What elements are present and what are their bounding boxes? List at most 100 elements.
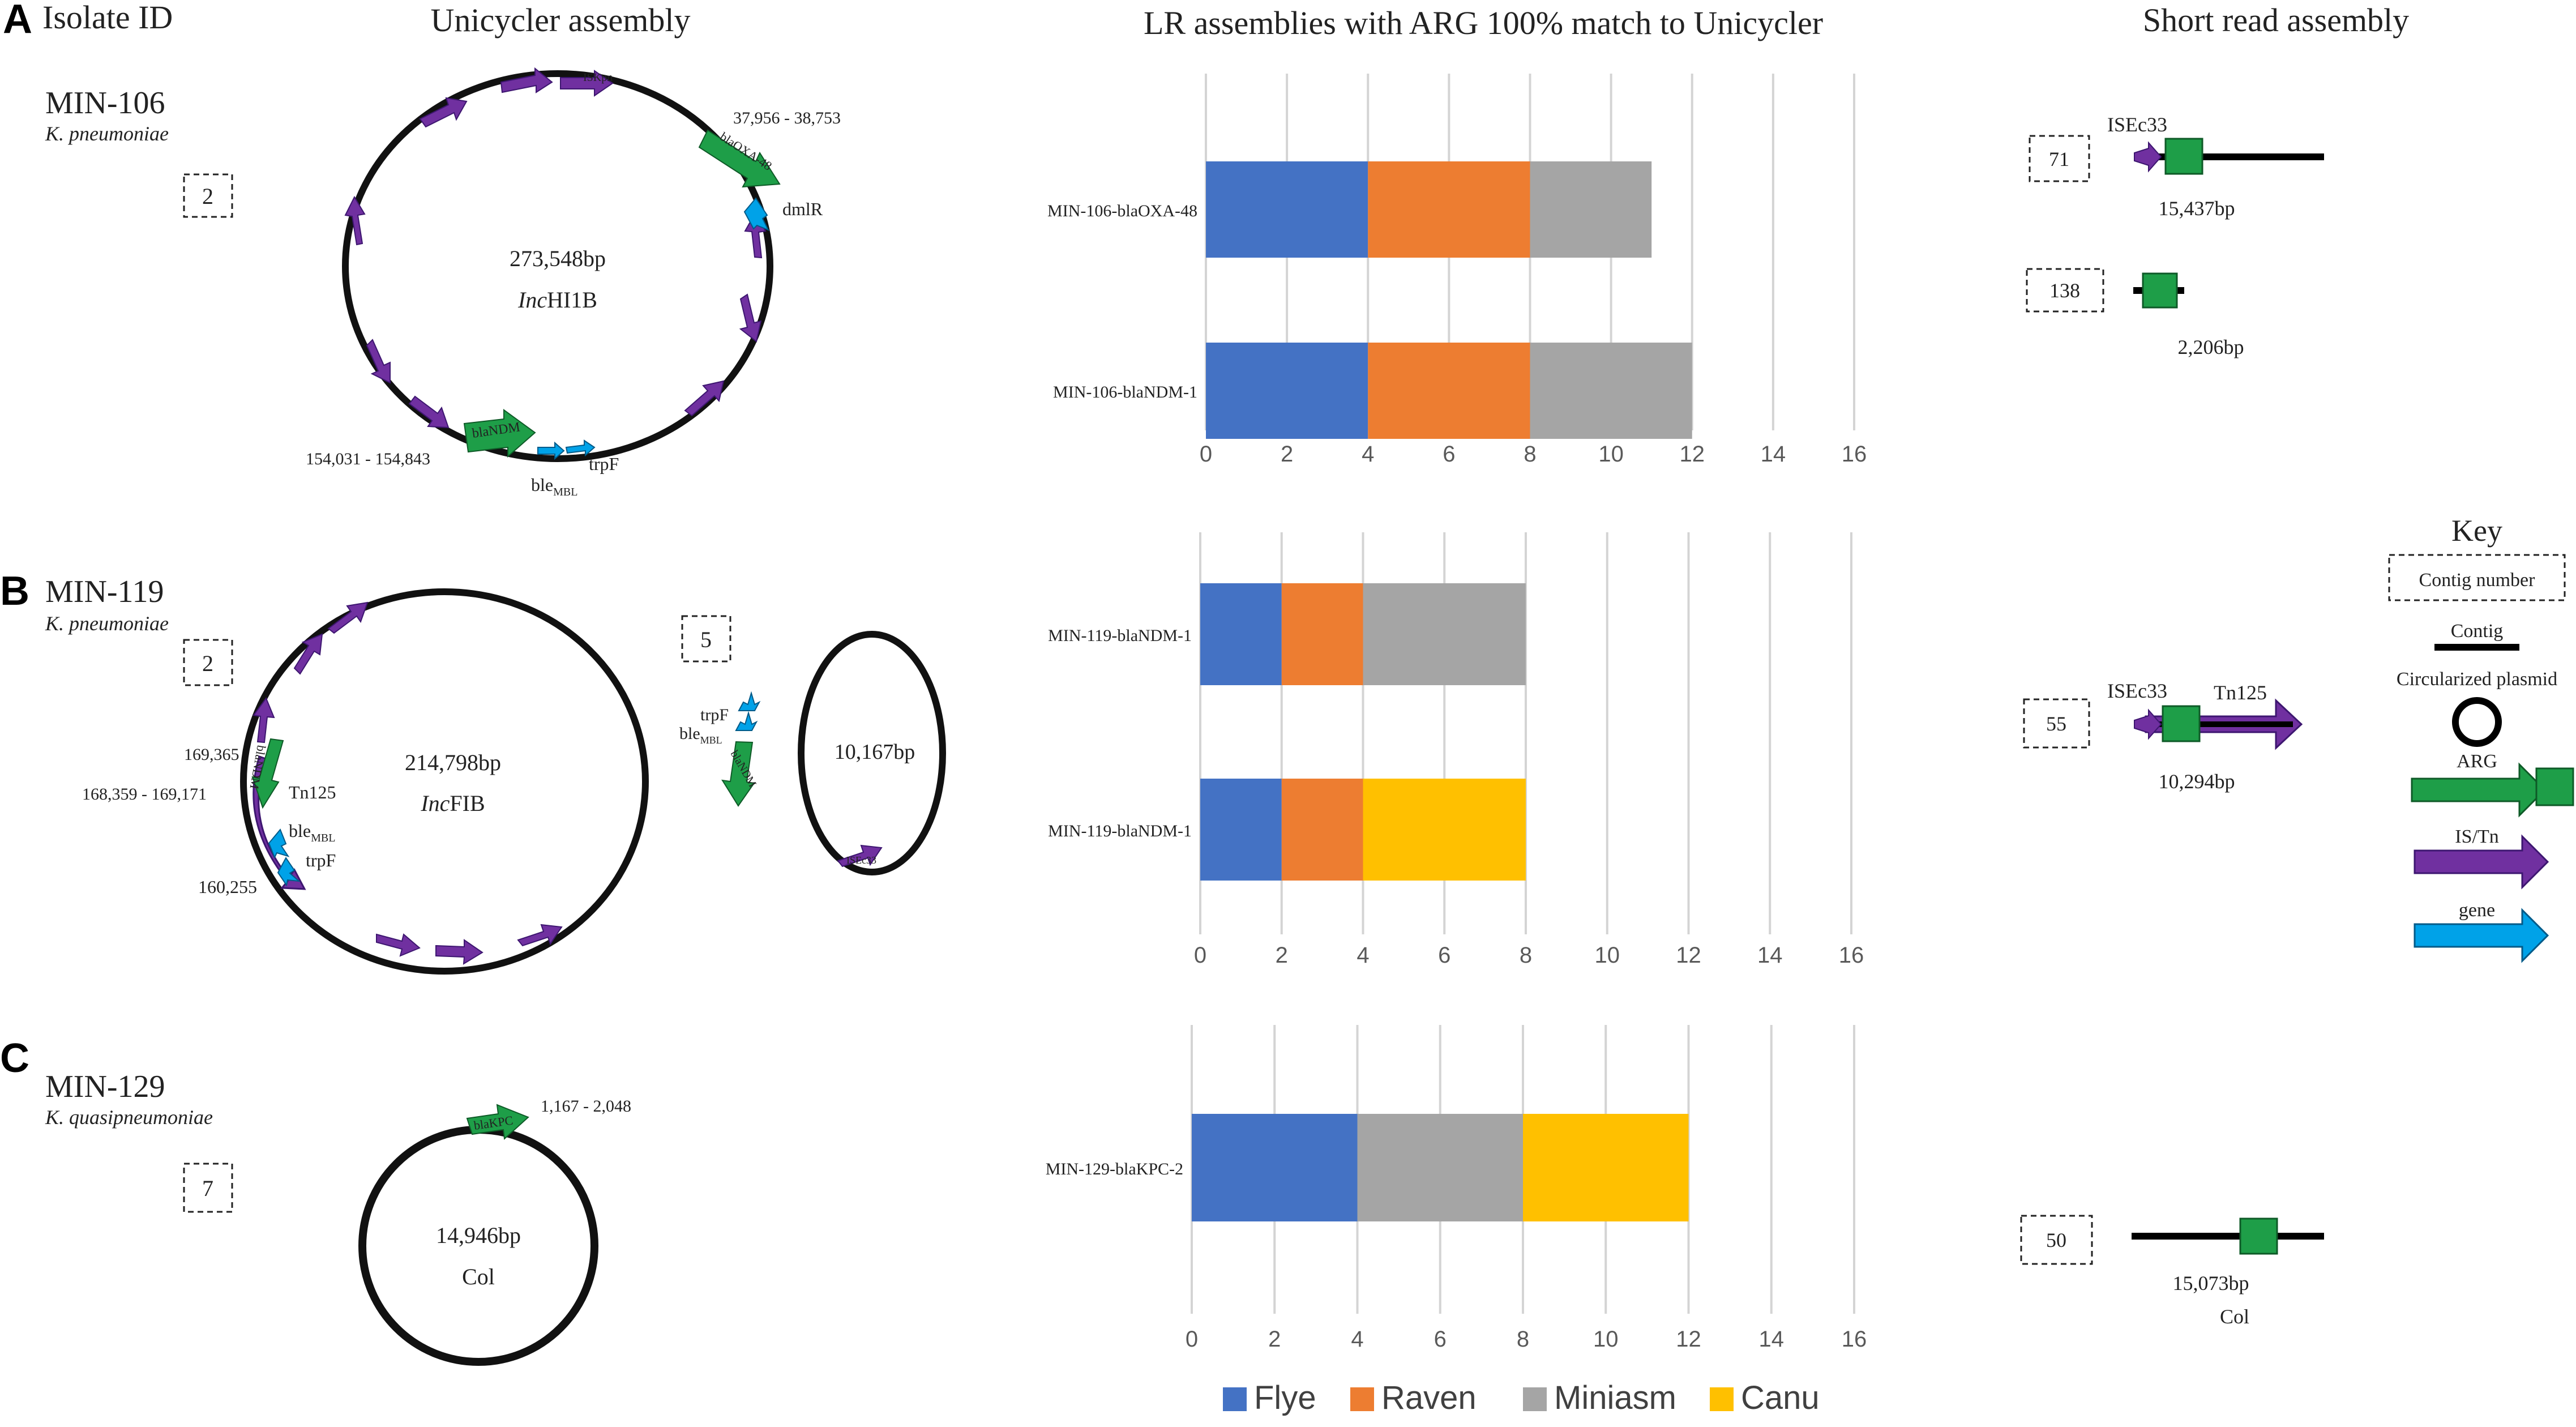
contig-number-a-71: 71 <box>2049 148 2069 170</box>
contig-box-c <box>183 1163 233 1213</box>
key-circle-icon <box>2452 697 2502 747</box>
coords-top-a: 37,956 - 38,753 <box>733 109 841 127</box>
x-tick-label: 2 <box>1268 1327 1281 1352</box>
coords-c1-b: 169,365 <box>184 745 239 764</box>
contig-number-c-50: 50 <box>2046 1229 2066 1251</box>
is-arrow-isec33-a <box>2134 141 2162 173</box>
arg-arrow-oxa48-a <box>698 129 781 188</box>
key-gene-label: gene <box>2459 900 2495 921</box>
key-gene-arrow <box>2414 908 2549 963</box>
key-title: Key <box>2451 514 2502 548</box>
header-lr-assemblies: LR assemblies with ARG 100% match to Uni… <box>1144 5 1823 41</box>
bar-raven <box>1368 343 1530 439</box>
is-arrow <box>408 395 450 429</box>
contig-number-c: 7 <box>202 1176 213 1201</box>
gene-arrow-dmlr-a <box>743 197 770 231</box>
y-category-label: MIN-106-blaOXA-48 <box>1047 202 1197 220</box>
x-tick-label: 12 <box>1676 943 1701 968</box>
is-label-b-small: ISEc33 <box>846 855 876 866</box>
y-category-label: MIN-119-blaNDM-1 <box>1048 822 1192 840</box>
contig-box-a-138 <box>2026 268 2104 313</box>
x-tick-label: 16 <box>1842 442 1867 467</box>
gene-arrow-trpf-b <box>277 857 301 887</box>
bar-raven <box>1281 583 1363 685</box>
key-contig-label: Contig <box>2451 621 2504 642</box>
x-tick-label: 16 <box>1842 1327 1867 1352</box>
x-tick-label: 6 <box>1438 943 1450 968</box>
is-label-isec33-b: ISEc33 <box>2107 680 2167 702</box>
tn-label-b: Tn125 <box>289 782 336 802</box>
contig-inc-c-50: Col <box>2220 1305 2249 1328</box>
arg-arrow-kpc-c <box>466 1104 529 1140</box>
gene-arrow-ble-b <box>268 828 290 859</box>
bar-flye <box>1192 1114 1358 1221</box>
contig-box-c-50 <box>2020 1215 2093 1265</box>
contig-number-b: 2 <box>202 651 213 676</box>
legend-swatch-miniasm <box>1523 1387 1547 1411</box>
is-arrow <box>419 97 468 128</box>
coords-c2-b: 168,359 - 169,171 <box>82 785 207 804</box>
bar-flye <box>1200 583 1282 685</box>
is-arrow <box>344 195 366 246</box>
gene-label-trpf-a: trpF <box>589 454 619 474</box>
contig-number-a-138: 138 <box>2049 279 2080 302</box>
legend-label-raven: Raven <box>1381 1379 1477 1416</box>
bar-canu <box>1523 1114 1689 1221</box>
bar-raven <box>1368 161 1530 258</box>
is-arrow <box>739 293 762 343</box>
key-arg-arrow <box>2411 762 2547 818</box>
species-b: K. pneumoniae <box>45 612 169 635</box>
key-is-arrow <box>2414 834 2549 890</box>
is-arrow <box>376 933 421 957</box>
key-arg-label: ARG <box>2457 751 2497 772</box>
is-label-isec33-a: ISEc33 <box>2107 113 2167 136</box>
contig-box-b-5 <box>681 615 731 663</box>
is-arrow <box>435 939 483 965</box>
tn-label-short-b: Tn125 <box>2214 681 2267 704</box>
is-arrow-b-small <box>837 844 883 868</box>
arg-square-a-71 <box>2164 138 2203 175</box>
plasmid-circle-b-small <box>798 631 946 875</box>
plasmid-inc-c: Col <box>462 1264 495 1289</box>
bar-charts: 0 2 4 6 8 10 12 14 16 MIN-106-blaOXA-48 MIN-106-bl… <box>1046 74 1867 1352</box>
legend-label-miniasm: Miniasm <box>1554 1379 1676 1416</box>
key-arg-square <box>2535 767 2574 806</box>
is-arrow <box>517 924 563 947</box>
is-arrow <box>684 380 725 417</box>
species-c: K. quasipneumoniae <box>45 1106 213 1129</box>
contig-box-a <box>183 173 233 218</box>
panel-a: A MIN-106 K. pneumoniae 2 273,548bp IncH… <box>3 0 2324 498</box>
contig-size-a-71: 15,437bp <box>2159 197 2235 220</box>
arg-arrow-ndm-a <box>463 409 536 458</box>
species-a: K. pneumoniae <box>45 122 169 145</box>
bar-flye <box>1206 161 1368 258</box>
x-tick-label: 8 <box>1520 943 1532 968</box>
panel-b: B MIN-119 K. pneumoniae 2 214,798bp IncF… <box>0 569 2303 975</box>
chart-legend: Flye Raven Miniasm Canu <box>1223 1379 1820 1416</box>
x-tick-label: 0 <box>1186 1327 1198 1352</box>
bar-flye <box>1206 343 1368 439</box>
key-legend: Key Contig number Contig Circularized pl… <box>2388 514 2574 963</box>
bar-miniasm <box>1530 161 1652 258</box>
key-is-label: IS/Tn <box>2455 826 2498 847</box>
x-tick-label: 14 <box>1759 1327 1785 1352</box>
is-label-a: ISKpn <box>583 71 613 84</box>
panel-c: C MIN-129 K. quasipneumoniae 7 14,946bp … <box>0 1036 2324 1366</box>
is-arrow <box>366 339 391 384</box>
bar-canu <box>1363 779 1526 881</box>
panel-letter-c: C <box>0 1036 29 1081</box>
x-tick-label: 14 <box>1757 943 1783 968</box>
contig-size-a-138: 2,206bp <box>2178 336 2244 358</box>
x-tick-label: 12 <box>1676 1327 1701 1352</box>
plasmid-circle-a <box>342 70 773 462</box>
plasmid-circle-b <box>240 588 649 975</box>
plasmid-inc-a: IncHI1B <box>517 287 597 313</box>
x-tick-label: 12 <box>1680 442 1705 467</box>
is-elements-b <box>253 601 563 965</box>
x-tick-label: 8 <box>1517 1327 1529 1352</box>
x-tick-label: 14 <box>1761 442 1786 467</box>
plasmid-inc-b: IncFIB <box>420 791 485 816</box>
is-arrow <box>293 633 323 675</box>
arg-arrow-ndm-b <box>251 738 284 809</box>
contig-box-b <box>183 639 233 686</box>
